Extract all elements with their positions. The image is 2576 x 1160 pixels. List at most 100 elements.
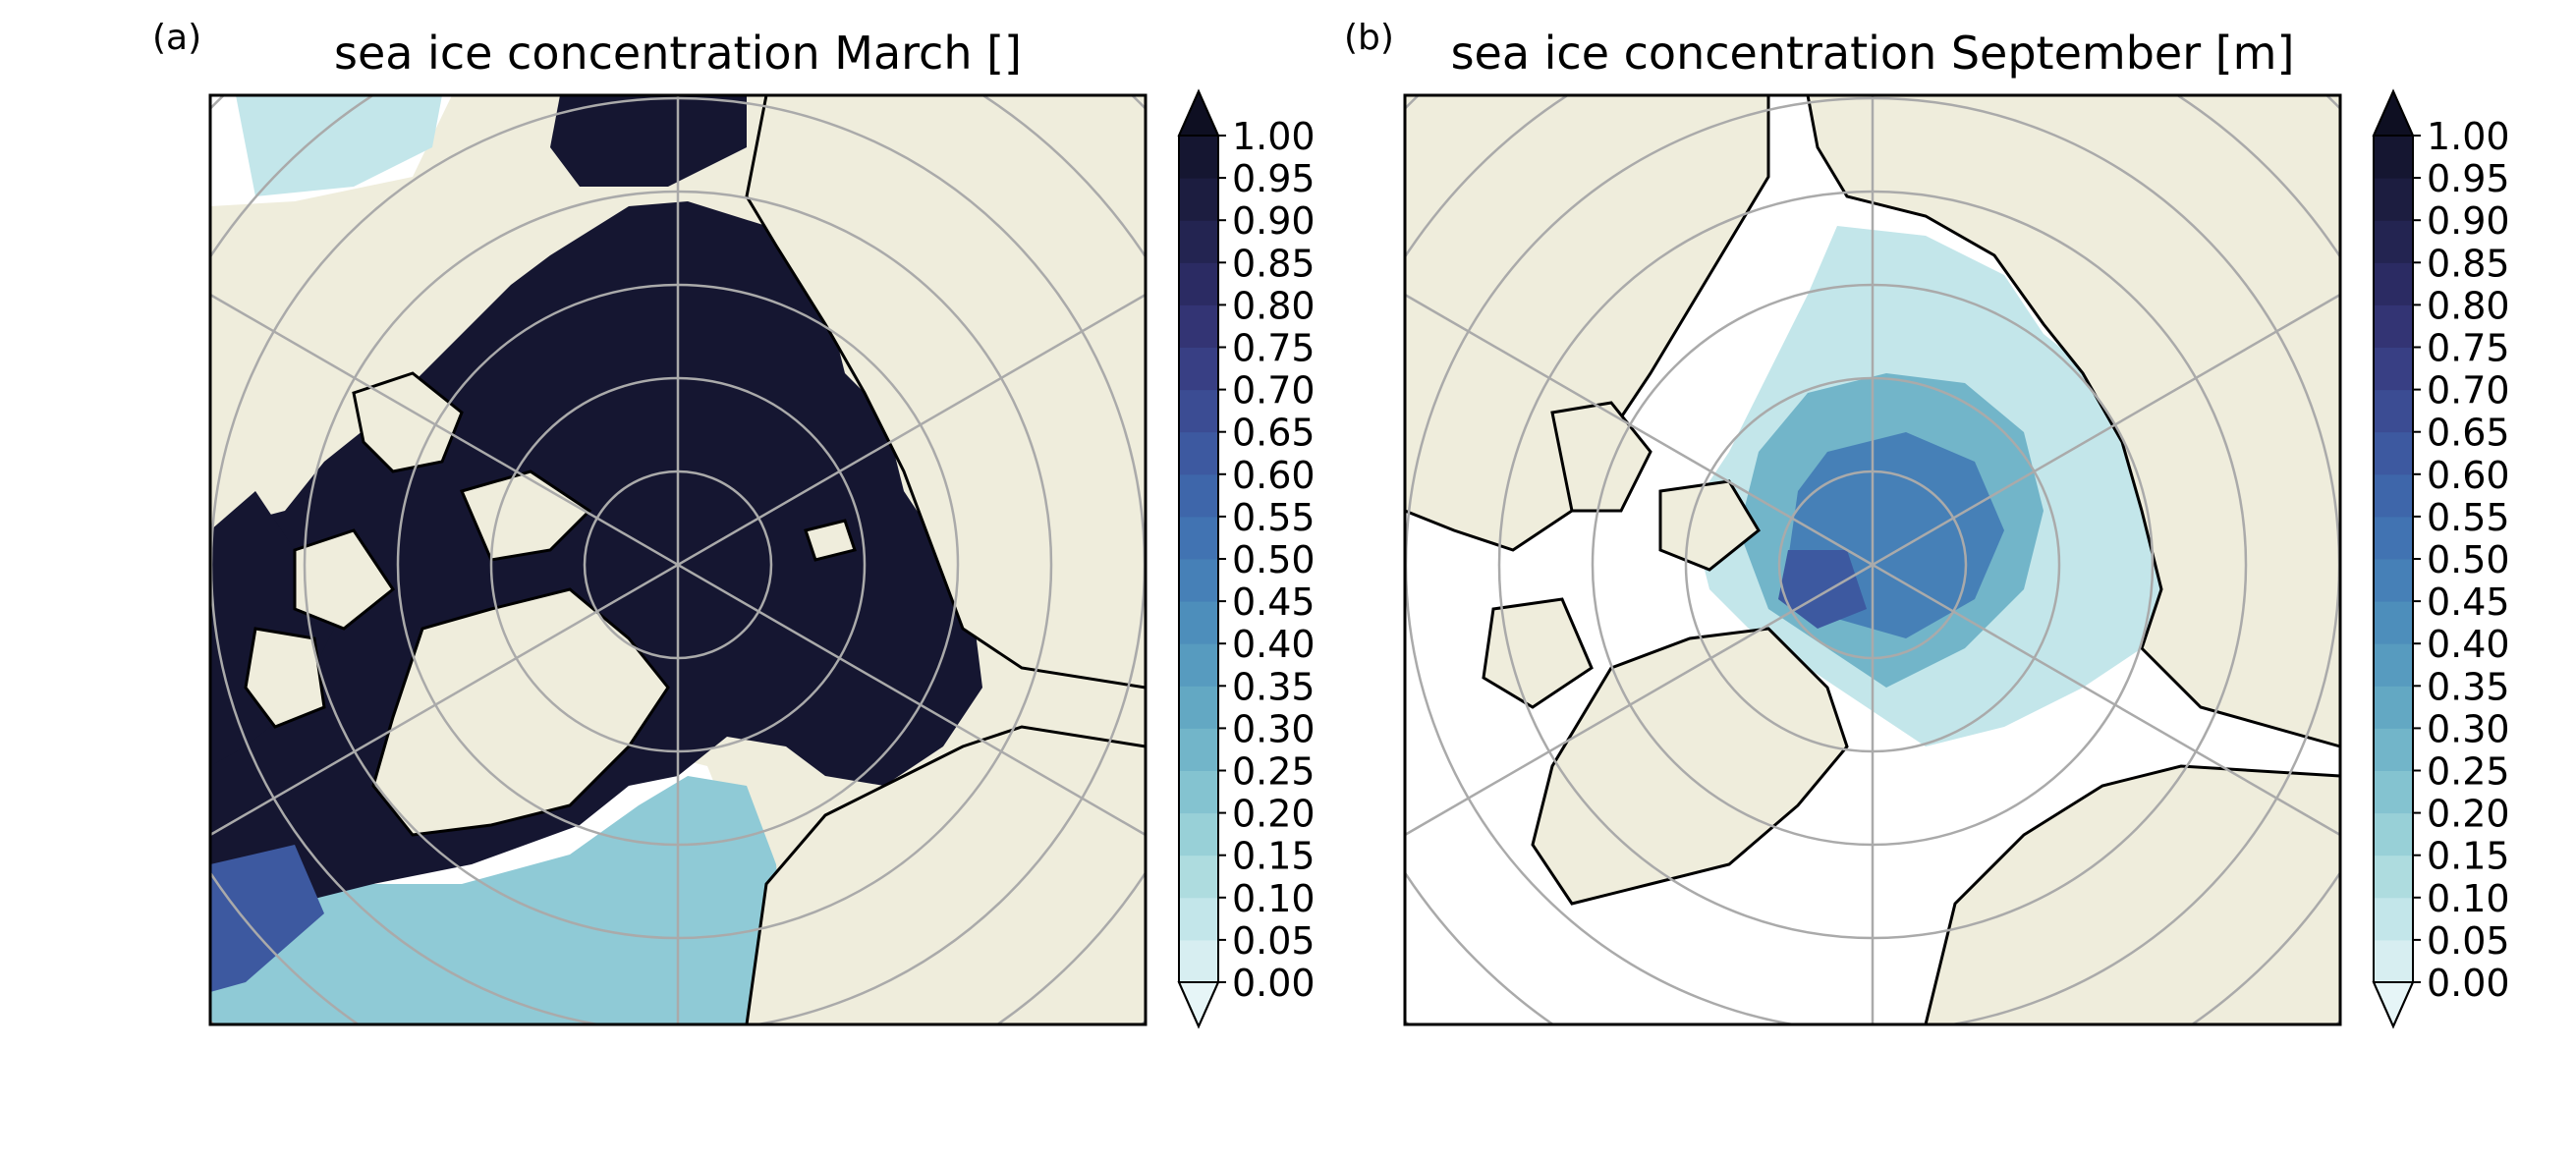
colorbar-a-segment	[1179, 601, 1218, 644]
panel-a-title: sea ice concentration March []	[334, 27, 1022, 80]
colorbar-a-tick-label: 0.75	[1232, 327, 1316, 370]
panel-a-greenland	[371, 587, 670, 837]
colorbar-b-tick-label: 0.95	[2427, 157, 2510, 200]
colorbar-a-tick-label: 0.60	[1232, 454, 1316, 497]
colorbar-a-segment	[1179, 770, 1218, 814]
colorbar-b-segment	[2374, 897, 2413, 941]
colorbar-b-segment	[2374, 347, 2413, 391]
colorbar-a-segment	[1179, 178, 1218, 221]
colorbar-b-segment	[2374, 728, 2413, 771]
colorbar-b-segment	[2374, 601, 2413, 644]
colorbar-b-tick-label: 0.40	[2427, 623, 2510, 666]
colorbar-b-tick-label: 0.05	[2427, 919, 2510, 963]
colorbar-b-tick-label: 0.90	[2427, 199, 2510, 243]
colorbar-b-tick-label: 0.80	[2427, 284, 2510, 327]
colorbar-b-tick-label: 0.20	[2427, 793, 2510, 836]
colorbar-a-tick-label: 0.55	[1232, 496, 1316, 539]
colorbar-b-tick-label: 1.00	[2427, 115, 2510, 158]
panel-a-scandinavia	[745, 725, 1146, 1024]
colorbar-a-segment	[1179, 812, 1218, 856]
colorbar-b-segment	[2374, 431, 2413, 475]
colorbar-a-segment	[1179, 939, 1218, 983]
colorbar-b-segment	[2374, 939, 2413, 983]
colorbar-b-segment	[2374, 220, 2413, 263]
colorbar-a-tick-label: 0.10	[1232, 877, 1316, 920]
colorbar-a-tick-label: 0.85	[1232, 242, 1316, 285]
panel-b: (b) sea ice concentration September [m]	[1344, 18, 2342, 1026]
colorbar-a-tick-label: 0.20	[1232, 793, 1316, 836]
panel-b-canadian-archipelago	[1482, 401, 1761, 709]
panel-b-frame	[1403, 93, 2342, 1026]
panel-a: (a) sea ice concentration March []	[152, 18, 1148, 1026]
panel-b-greenland	[1531, 627, 1849, 906]
colorbar-b-segment	[2374, 389, 2413, 433]
colorbar-a-tick-label: 0.95	[1232, 157, 1316, 200]
panel-b-scandinavia	[1924, 764, 2340, 1024]
colorbar-a-tick-label: 0.40	[1232, 623, 1316, 666]
colorbar-a-segment	[1179, 389, 1218, 433]
colorbar-b-segment	[2374, 855, 2413, 899]
colorbar-a-segment	[1179, 220, 1218, 263]
colorbar-a-tick-label: 0.90	[1232, 199, 1316, 243]
colorbar-b-segment	[2374, 516, 2413, 560]
colorbar-a-tick-label: 0.00	[1232, 962, 1316, 1005]
colorbar-a-tick-label: 1.00	[1232, 115, 1316, 158]
colorbar-b-tick-label: 0.65	[2427, 412, 2510, 455]
colorbar-b-segment	[2374, 812, 2413, 856]
colorbar-a-tick-label: 0.25	[1232, 750, 1316, 794]
colorbar-a-segment	[1179, 431, 1218, 475]
colorbar-a: 1.000.950.900.850.800.750.700.650.600.55…	[1177, 88, 1316, 1029]
colorbar-a-tick-label: 0.05	[1232, 919, 1316, 963]
panel-b-title: sea ice concentration September [m]	[1451, 27, 2295, 80]
panel-a-ice-bering-light	[236, 95, 442, 196]
colorbar-a-tick-label: 0.35	[1232, 665, 1316, 708]
panel-b-ice-darkest	[1778, 550, 1867, 629]
colorbar-b-segment	[2374, 304, 2413, 348]
colorbar-a-extend-max	[1177, 88, 1220, 137]
colorbar-b-segment	[2374, 136, 2413, 179]
colorbar-b-segment	[2374, 559, 2413, 602]
colorbar-a-segment	[1179, 516, 1218, 560]
colorbar-a-segment	[1179, 686, 1218, 729]
colorbar-a-tick-label: 0.30	[1232, 707, 1316, 750]
colorbar-a-extend-min	[1177, 981, 1220, 1029]
colorbar-b-segment	[2374, 473, 2413, 518]
colorbar-a-tick-label: 0.80	[1232, 284, 1316, 327]
colorbar-a-tick-label: 0.70	[1232, 369, 1316, 413]
colorbar-a-segment	[1179, 473, 1218, 518]
colorbar-b-segment	[2374, 262, 2413, 305]
colorbar-b: 1.000.950.900.850.800.750.700.650.600.55…	[2372, 88, 2510, 1029]
panel-b-label: (b)	[1344, 18, 1394, 58]
colorbar-b-tick-label: 0.60	[2427, 454, 2510, 497]
colorbar-b-tick-label: 0.15	[2427, 835, 2510, 878]
colorbar-a-tick-label: 0.65	[1232, 412, 1316, 455]
panel-a-frame	[208, 93, 1148, 1026]
colorbar-b-tick-label: 0.30	[2427, 707, 2510, 750]
panel-a-label: (a)	[152, 18, 201, 58]
colorbar-b-tick-label: 0.00	[2427, 962, 2510, 1005]
colorbar-b-tick-label: 0.70	[2427, 369, 2510, 413]
panel-a-ice-pack-west	[210, 491, 334, 766]
colorbar-b-segment	[2374, 178, 2413, 221]
colorbar-a-segment	[1179, 897, 1218, 941]
panel-a-small-island	[804, 519, 857, 562]
colorbar-b-tick-label: 0.50	[2427, 538, 2510, 581]
colorbar-a-segment	[1179, 304, 1218, 348]
colorbar-a-segment	[1179, 728, 1218, 771]
panel-a-canadian-archipelago	[244, 371, 592, 729]
colorbar-a-segment	[1179, 262, 1218, 305]
colorbar-b-tick-label: 0.75	[2427, 327, 2510, 370]
colorbar-b-tick-label: 0.45	[2427, 580, 2510, 624]
colorbar-a-segment	[1179, 347, 1218, 391]
colorbar-a-tick-label: 0.50	[1232, 538, 1316, 581]
panel-a-ice-edge-light	[210, 776, 806, 1024]
colorbar-b-tick-label: 0.55	[2427, 496, 2510, 539]
panel-b-map	[1405, 95, 2340, 1024]
colorbar-a-segment	[1179, 855, 1218, 899]
colorbar-b-tick-label: 0.10	[2427, 877, 2510, 920]
panel-a-siberia	[745, 95, 1146, 690]
colorbar-b-segment	[2374, 770, 2413, 814]
panel-a-map	[210, 95, 1146, 1024]
colorbar-b-extend-max	[2372, 88, 2415, 137]
